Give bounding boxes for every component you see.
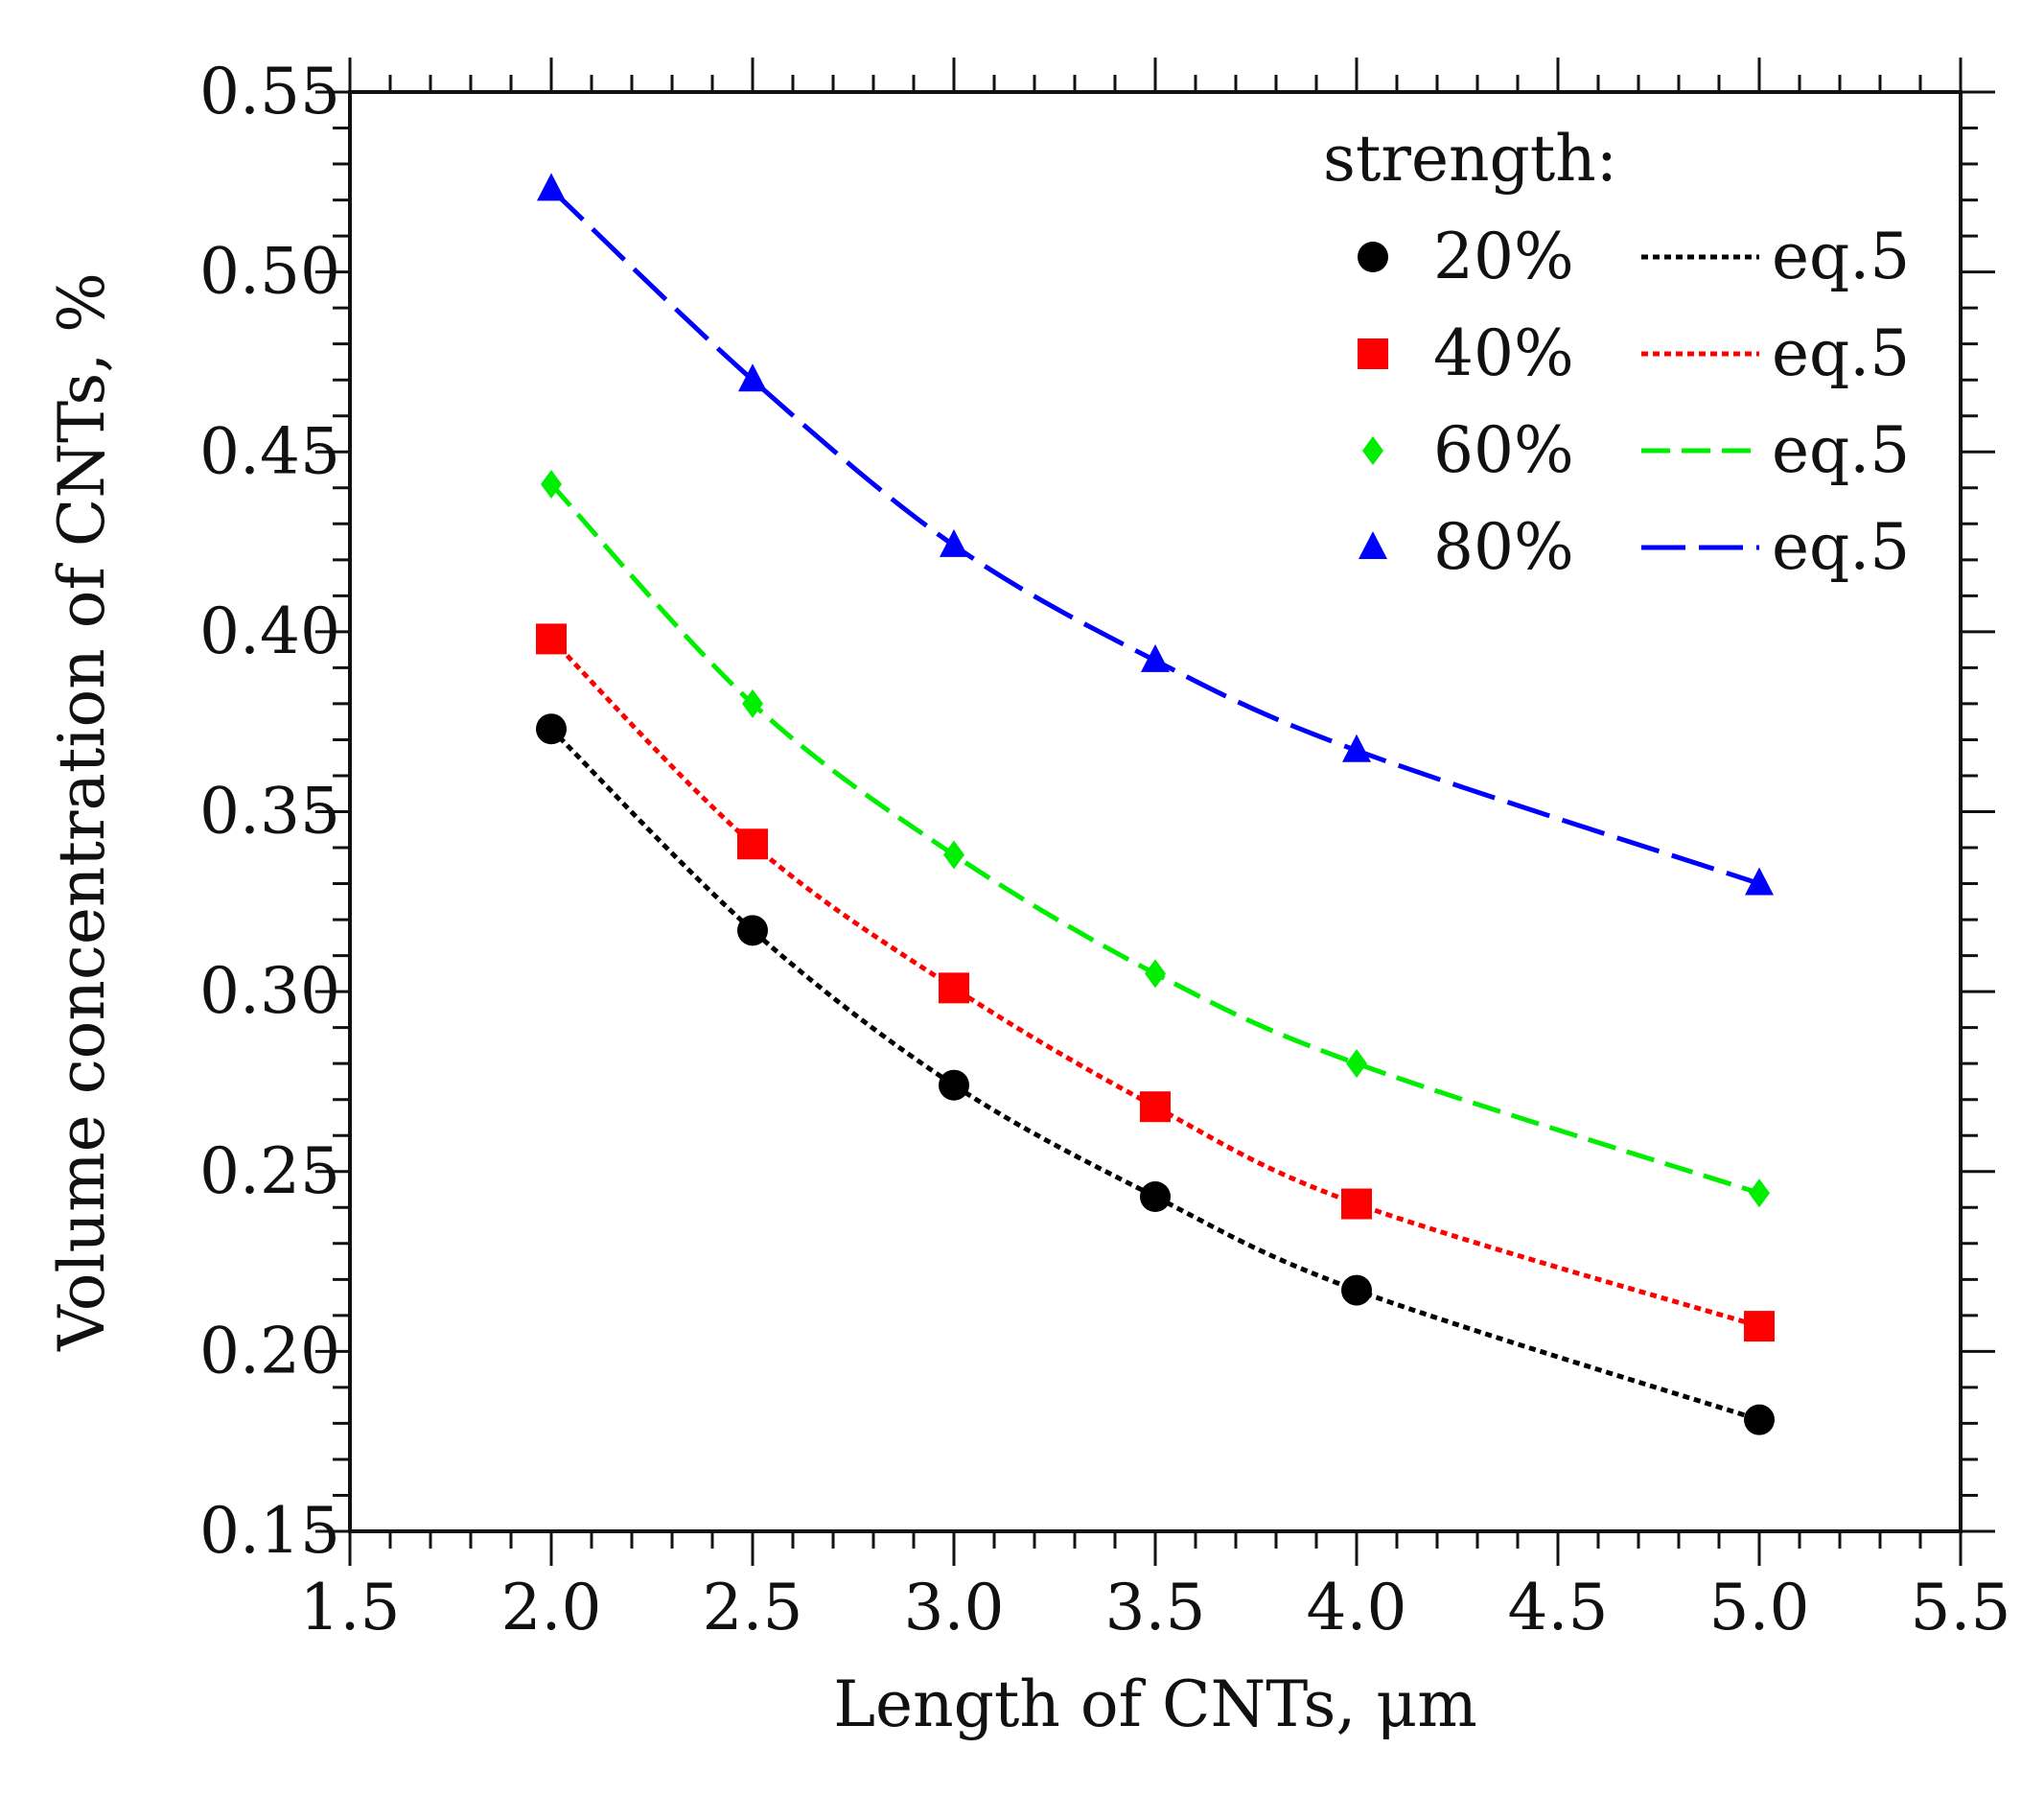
x-tick-label: 5.0 [1709,1571,1810,1644]
y-tick-label: 0.20 [199,1314,340,1387]
legend-label: 60% [1433,413,1574,487]
data-point [737,828,768,860]
data-point [1145,959,1166,989]
y-axis-title: Volume concentration of CNTs, % [45,272,119,1352]
data-point [940,528,968,557]
legend: strength: 20% eq.5 40% eq.5 60% eq.5 80% eq.5 [1323,122,1910,584]
y-tick-label: 0.25 [199,1134,340,1208]
data-point [1745,867,1774,896]
data-point [939,1069,969,1101]
data-point [943,840,964,870]
data-point [738,363,767,392]
data-point [1744,1311,1775,1342]
y-tick-label: 0.55 [199,55,340,128]
legend-title: strength: [1323,122,1617,196]
data-point [1749,1178,1770,1208]
x-tick-label: 3.0 [904,1571,1005,1644]
axis-ticks [315,58,1995,1566]
series-layer [536,173,1775,1435]
y-tick-label: 0.45 [199,414,340,488]
series-60pct [541,470,1770,1208]
y-tick-label: 0.30 [199,954,340,1028]
legend-label: 20% [1433,220,1574,293]
series-20pct [536,713,1775,1435]
legend-marker [1358,338,1388,369]
legend-marker [1362,436,1383,465]
legend-marker [1358,242,1388,272]
data-point [1141,643,1170,672]
x-tick-label: 4.0 [1307,1571,1407,1644]
data-point [1341,1188,1372,1220]
data-point [742,688,763,718]
fit-line [549,187,1760,886]
data-point [1342,734,1371,762]
data-point [537,173,566,201]
data-point [737,915,768,946]
y-tick-label: 0.50 [199,235,340,309]
tick-labels: 1.5 2.0 2.5 3.0 3.5 4.0 4.5 5.0 5.5 0.15 0.20 0.25 0… [199,55,2010,1644]
data-point [939,972,969,1004]
data-point [1341,1274,1372,1306]
legend-label: 80% [1433,510,1574,584]
fit-line [549,637,1760,1329]
fit-line [549,482,1760,1196]
x-tick-label: 2.5 [703,1571,803,1644]
x-tick-label: 2.0 [501,1571,602,1644]
legend-fit-label: eq.5 [1772,316,1910,390]
data-point [541,470,562,500]
legend-label: 40% [1433,316,1574,390]
y-tick-label: 0.35 [199,775,340,849]
x-tick-label: 3.5 [1105,1571,1206,1644]
legend-fit-label: eq.5 [1772,413,1910,487]
x-axis-title: Length of CNTs, μm [833,1667,1477,1741]
data-point [1140,1181,1171,1213]
data-point [536,623,567,655]
data-point [536,713,567,745]
plot-frame [348,90,1963,1533]
legend-fit-label: eq.5 [1772,510,1910,584]
data-point [1744,1404,1775,1435]
fit-line [549,727,1760,1423]
x-tick-label: 5.5 [1911,1571,2011,1644]
series-40pct [536,623,1775,1342]
data-point [1140,1091,1171,1123]
series-80pct [537,173,1774,896]
legend-fit-label: eq.5 [1772,220,1910,293]
data-point [1346,1049,1367,1079]
x-tick-label: 1.5 [300,1571,401,1644]
y-tick-label: 0.40 [199,594,340,668]
legend-marker [1359,531,1387,559]
y-tick-label: 0.15 [199,1494,340,1568]
x-tick-label: 4.5 [1508,1571,1609,1644]
